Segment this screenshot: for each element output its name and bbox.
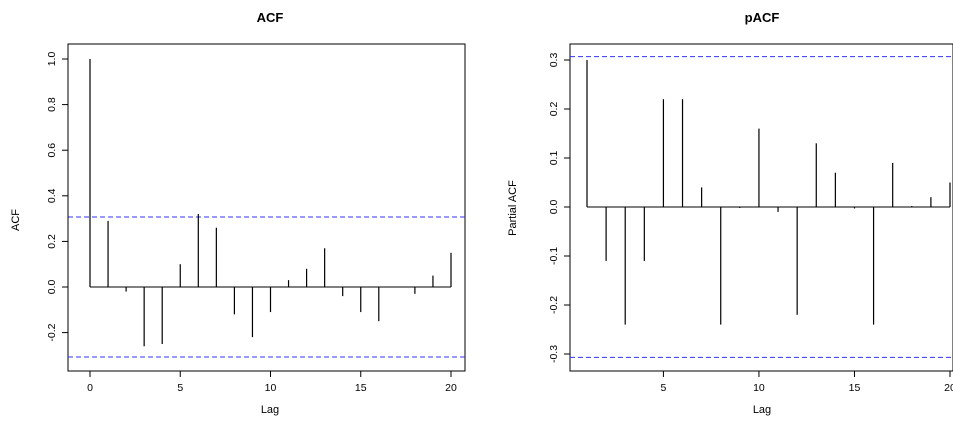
acf-x-tick-label: 15	[355, 382, 367, 394]
pacf-x-tick-label: 15	[849, 382, 861, 394]
acf-x-axis-label: Lag	[261, 404, 279, 416]
pacf-y-tick-label: 0.1	[548, 151, 560, 166]
pacf-x-tick-label: 20	[944, 382, 953, 394]
acf-x-tick-label: 10	[265, 382, 277, 394]
acf-panel: ACF Lag ACF 0 5 10 15 20 -0.2 0.0 0.2 0.4 0.6 0.8 1…	[10, 10, 466, 416]
acf-title: ACF	[257, 10, 284, 25]
pacf-y-axis-label: Partial ACF	[507, 180, 519, 236]
pacf-title: pACF	[745, 10, 780, 25]
pacf-y-tick-label: -0.3	[548, 345, 560, 363]
acf-y-tick-label: 0.6	[46, 143, 58, 158]
pacf-x-axis-label: Lag	[753, 404, 771, 416]
pacf-y-tick-label: 0.2	[548, 102, 560, 117]
acf-x-tick-label: 0	[87, 382, 93, 394]
acf-y-tick-label: 1.0	[46, 52, 58, 67]
acf-y-tick-label: 0.0	[46, 280, 58, 295]
acf-y-tick-label: 0.4	[46, 188, 58, 203]
pacf-x-tick-label: 5	[660, 382, 666, 394]
acf-x-tick-label: 20	[445, 382, 457, 394]
acf-y-tick-label: 0.2	[46, 234, 58, 249]
pacf-y-tick-label: 0.0	[548, 200, 560, 215]
acf-plot-frame	[67, 43, 466, 372]
pacf-y-tick-label: 0.3	[548, 53, 560, 68]
acf-x-tick-label: 5	[177, 382, 183, 394]
acf-y-tick-label: -0.2	[46, 323, 58, 341]
acf-y-axis-label: ACF	[10, 209, 22, 231]
pacf-x-tick-label: 10	[753, 382, 765, 394]
pacf-panel: pACF Lag Partial ACF 5 10 15 20 -0.3 -0.2 -0.1…	[507, 10, 953, 416]
pacf-y-tick-label: -0.2	[548, 296, 560, 314]
pacf-y-tick-label: -0.1	[548, 247, 560, 265]
acf-y-tick-label: 0.8	[46, 97, 58, 112]
